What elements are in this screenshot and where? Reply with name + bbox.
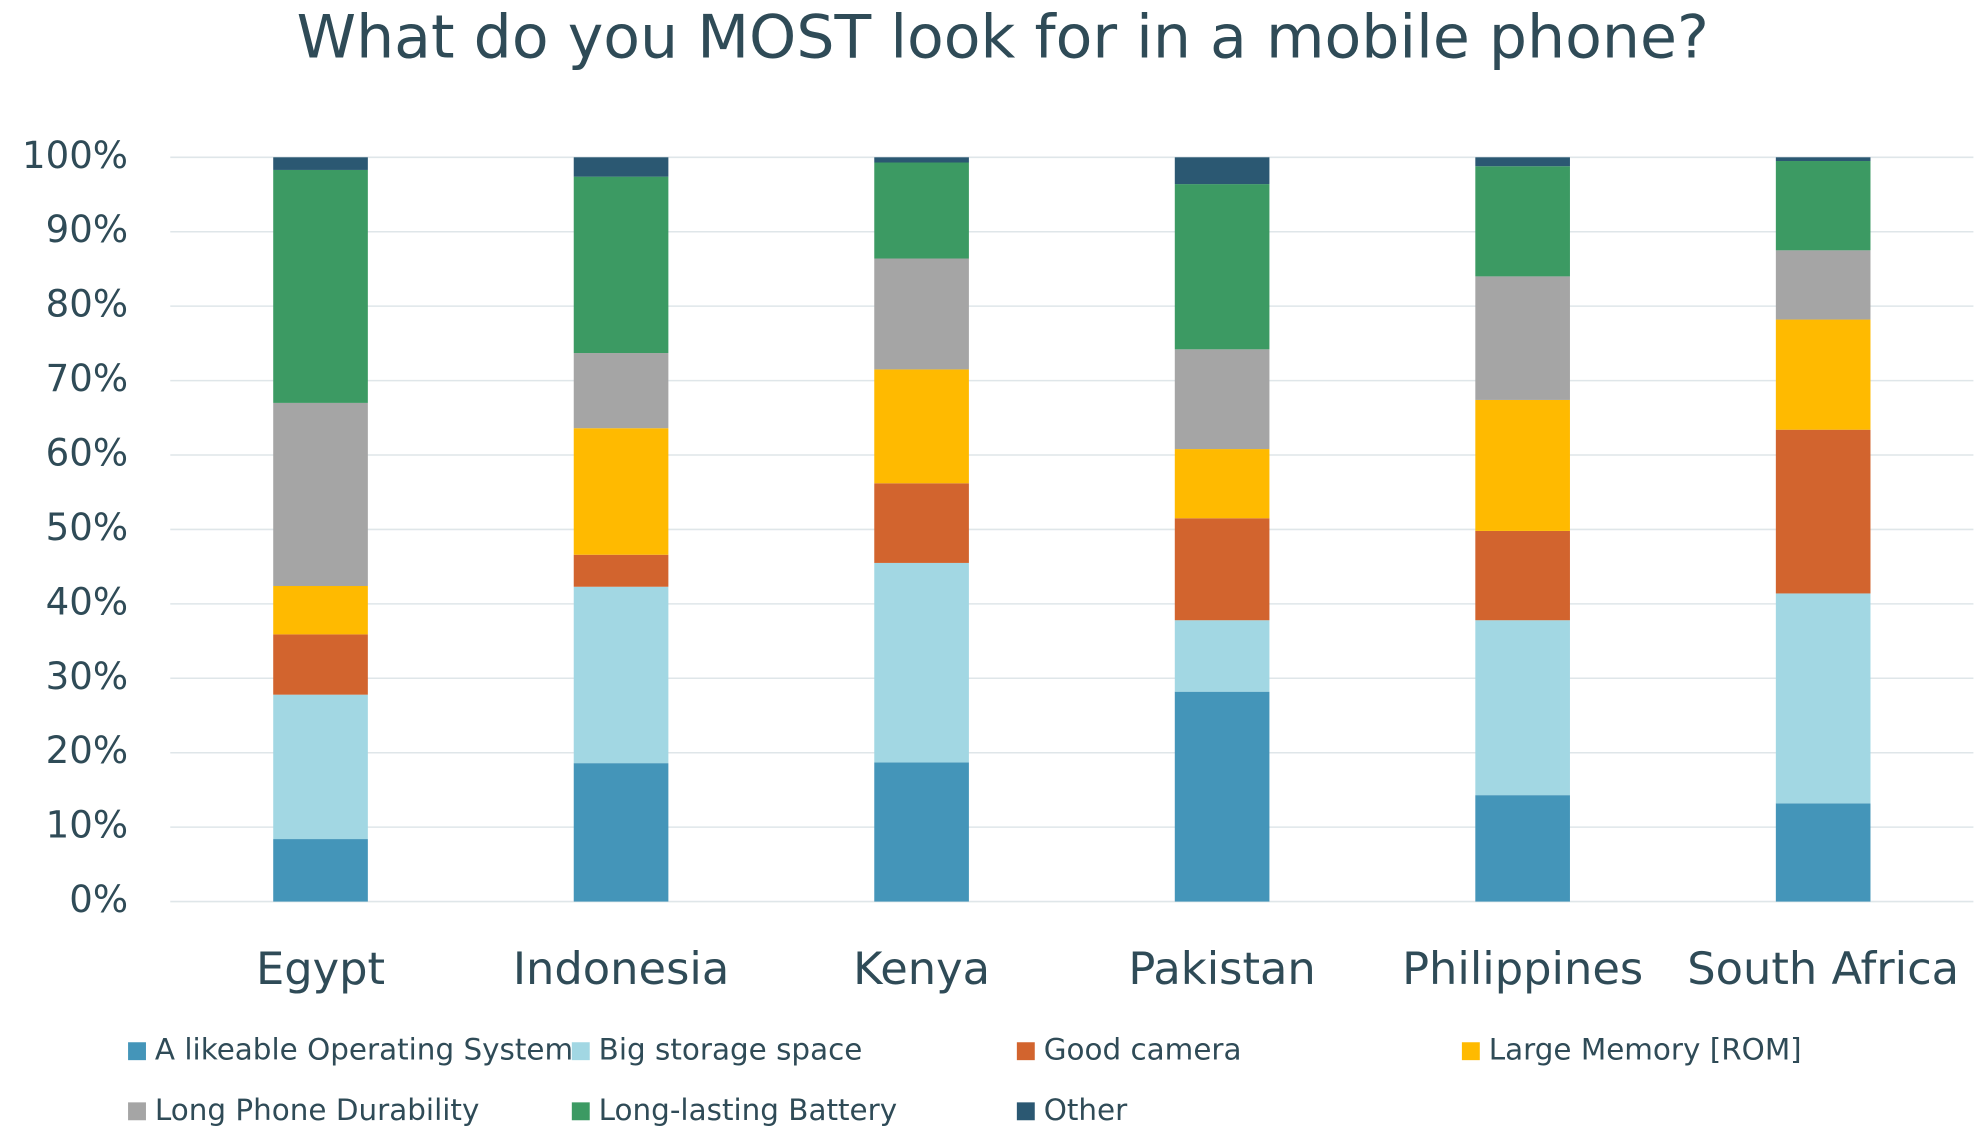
bar-segment [1475, 620, 1570, 796]
legend-swatch [128, 1042, 146, 1061]
legend-swatch [1016, 1102, 1035, 1121]
bar-segment [1174, 518, 1270, 621]
legend-label: Long Phone Durability [155, 1093, 479, 1127]
bar-segment [273, 402, 368, 587]
legend-label: Other [1044, 1093, 1128, 1127]
bar-segment [1475, 157, 1570, 167]
y-tick-label: 20% [46, 729, 128, 772]
bar-segment [573, 176, 669, 354]
legend-label: A likeable Operating System [155, 1033, 573, 1067]
bar-segment [1775, 429, 1871, 594]
bar-segment [1174, 349, 1270, 450]
x-tick-label: South Africa [1687, 942, 1959, 995]
bar-segment [1174, 620, 1270, 692]
chart-title: What do you MOST look for in a mobile ph… [297, 3, 1709, 73]
bar-segment [1174, 184, 1270, 350]
y-tick-label: 70% [46, 357, 128, 400]
bar-segment [1775, 593, 1871, 804]
x-tick-label: Philippines [1402, 942, 1643, 995]
bar-segment [874, 157, 969, 163]
legend-swatch [128, 1102, 146, 1121]
bar-segment [573, 428, 669, 555]
bar-segment [874, 762, 969, 902]
bar-segment [874, 562, 969, 763]
y-tick-label: 60% [46, 432, 128, 475]
legend-label: Long-lasting Battery [599, 1093, 897, 1127]
x-tick-label: Pakistan [1128, 942, 1315, 995]
bar-segment [573, 586, 669, 764]
bar-segment [573, 157, 669, 177]
legend-swatch [571, 1102, 590, 1121]
bar-segment [874, 162, 969, 259]
bar-segment [273, 634, 368, 695]
bar-segment [1475, 530, 1570, 621]
legend-label: Large Memory [ROM] [1489, 1033, 1802, 1067]
legend-swatch [1016, 1042, 1035, 1061]
bar-segment [874, 483, 969, 563]
bar-segment [874, 258, 969, 370]
bar-segment [273, 169, 368, 403]
y-tick-label: 100% [22, 134, 128, 177]
bar-segment [273, 586, 368, 635]
legend-swatch [1461, 1042, 1480, 1061]
y-tick-label: 50% [46, 506, 128, 549]
bar-segment [573, 353, 669, 429]
y-tick-label: 40% [46, 580, 128, 623]
bar-segment [1775, 319, 1871, 430]
bar-segment [1775, 250, 1871, 320]
bar-segment [1174, 449, 1270, 519]
bar-segment [1475, 795, 1570, 902]
bar-segment [273, 157, 368, 170]
legend-label: Big storage space [599, 1033, 863, 1067]
y-tick-label: 10% [46, 804, 128, 847]
legend-label: Good camera [1044, 1033, 1242, 1067]
bar-segment [1775, 157, 1871, 162]
legend-swatch [571, 1042, 590, 1061]
y-tick-label: 90% [46, 208, 128, 251]
bar-segment [573, 763, 669, 902]
bar-segment [1475, 276, 1570, 400]
x-tick-label: Kenya [853, 942, 990, 995]
bar-segment [1775, 803, 1871, 902]
bar-segment [1475, 166, 1570, 277]
x-tick-label: Indonesia [513, 942, 729, 995]
bar-segment [874, 369, 969, 484]
x-tick-label: Egypt [256, 942, 385, 995]
bar-segment [1174, 157, 1270, 185]
bar-segment [1775, 161, 1871, 251]
bar-segment [573, 554, 669, 587]
bar-segment [273, 839, 368, 902]
bar-segment [1475, 399, 1570, 531]
y-tick-label: 0% [69, 878, 128, 921]
bar-segment [273, 694, 368, 840]
y-tick-label: 80% [46, 283, 128, 326]
bar-segment [1174, 691, 1270, 902]
y-tick-label: 30% [46, 655, 128, 698]
